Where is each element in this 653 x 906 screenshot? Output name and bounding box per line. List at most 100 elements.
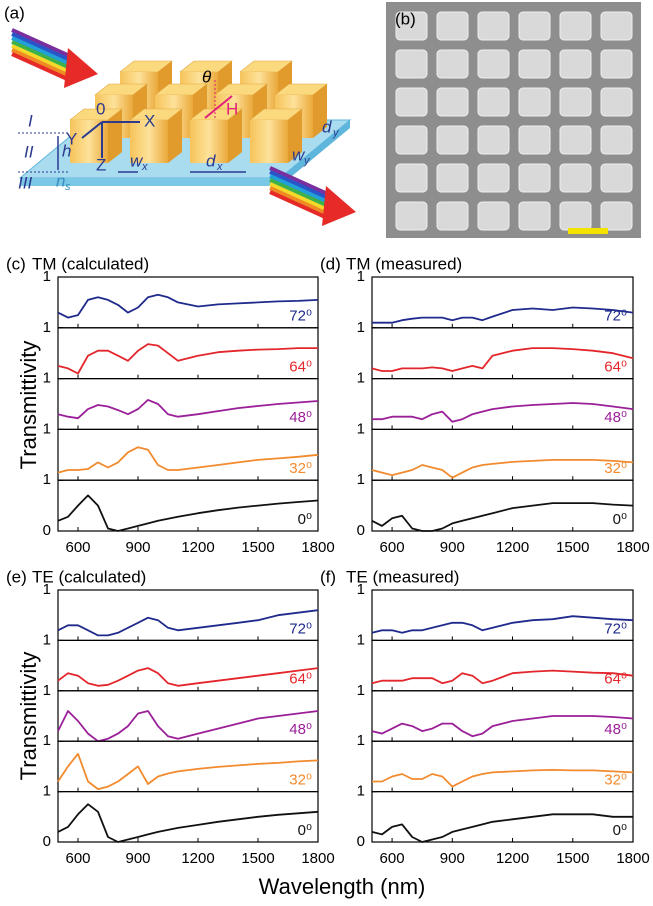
- y-tick-label: 1: [357, 581, 365, 598]
- panel-label: (d): [320, 254, 341, 273]
- pillar: [600, 163, 633, 193]
- pillar: [395, 201, 428, 231]
- pillar: [477, 87, 510, 117]
- series-label: 32⁰: [604, 460, 627, 477]
- z-axis-label: Z: [96, 155, 106, 174]
- chart-title: TM (calculated): [32, 254, 149, 273]
- subplot-frame: [371, 479, 634, 532]
- pillar: [395, 163, 428, 193]
- y-tick-label: 1: [357, 631, 365, 648]
- panel-label: (a): [4, 3, 25, 22]
- series-label: 0⁰: [298, 511, 312, 528]
- series-label: 0⁰: [613, 511, 627, 528]
- y-tick-label: 1: [43, 370, 51, 387]
- pillar: [559, 87, 592, 117]
- pillar: [436, 201, 469, 231]
- subplot-frame: [371, 740, 634, 793]
- y-tick-label: 1: [357, 732, 365, 749]
- subplot-frame: [371, 428, 634, 481]
- series-line: [57, 494, 319, 532]
- subplot-frame: [57, 428, 319, 481]
- pillar: [518, 201, 551, 231]
- substrate-label-sub: s: [65, 181, 71, 193]
- y-axis-arrow: [81, 121, 103, 139]
- x-tick-label: 900: [125, 539, 150, 556]
- panel-label: (f): [320, 567, 336, 586]
- subplot-frame: [57, 327, 319, 380]
- pillar: [518, 49, 551, 79]
- region-label: III: [18, 173, 32, 192]
- y-tick-label: 1: [43, 471, 51, 488]
- pillar: [436, 163, 469, 193]
- subplot-frame: [57, 790, 319, 843]
- y-tick-label: 0: [43, 522, 51, 539]
- pillar: [395, 49, 428, 79]
- series-line: [372, 769, 634, 788]
- x-tick-label: 900: [440, 850, 465, 867]
- pillar: [518, 125, 551, 155]
- series-label: 48⁰: [604, 721, 627, 738]
- series-line: [371, 715, 634, 738]
- series-line: [371, 615, 634, 634]
- y-tick-label: 1: [357, 682, 365, 699]
- transmitted-light: [268, 166, 358, 228]
- series-line: [57, 803, 319, 843]
- panel-label: (b): [395, 9, 416, 28]
- x-tick-label: 1200: [181, 850, 214, 867]
- series-label: 48⁰: [289, 721, 312, 738]
- y-tick-label: 1: [43, 420, 51, 437]
- x-tick-label: 600: [65, 539, 90, 556]
- series-label: 72⁰: [604, 620, 627, 637]
- series-label: 72⁰: [604, 308, 627, 325]
- subplot-frame: [371, 276, 634, 329]
- x-tick-label: 1800: [301, 539, 334, 556]
- x-axis-label: Wavelength (nm): [259, 874, 426, 899]
- pillar: [559, 49, 592, 79]
- series-label: 64⁰: [604, 671, 627, 688]
- x-tick-label: 600: [65, 850, 90, 867]
- pillar: [477, 11, 510, 41]
- x-axis-label: X: [144, 111, 155, 130]
- dx-label: d: [206, 151, 216, 170]
- subplot-frame: [57, 740, 319, 793]
- x-tick-label: 1800: [301, 850, 334, 867]
- subplot-frame: [57, 639, 319, 692]
- schematic: (a) θ H 0 X Y Z h I II III n s w x d x w…: [4, 3, 358, 228]
- series-label: 72⁰: [289, 620, 312, 637]
- x-tick-label: 1200: [496, 539, 529, 556]
- x-tick-label: 1500: [556, 539, 589, 556]
- x-tick-label: 1800: [616, 850, 649, 867]
- y-tick-label: 1: [357, 420, 365, 437]
- pillar: [600, 11, 633, 41]
- wx-label-sub: x: [141, 161, 148, 173]
- wy-label: w: [292, 145, 306, 164]
- pillar: [395, 125, 428, 155]
- height-label: h: [62, 141, 71, 160]
- series-line: [57, 446, 319, 474]
- y-tick-label: 1: [357, 370, 365, 387]
- substrate-label: n: [56, 171, 65, 190]
- x-tick-label: 600: [380, 850, 405, 867]
- series-line: [371, 459, 634, 479]
- pillar: [477, 201, 510, 231]
- region-label: I: [28, 111, 33, 130]
- subplot-frame: [57, 479, 319, 532]
- y-tick-label: 0: [357, 522, 365, 539]
- series-label: 0⁰: [613, 822, 627, 839]
- series-label: 32⁰: [289, 771, 312, 788]
- pillar: [436, 49, 469, 79]
- x-tick-label: 600: [380, 539, 405, 556]
- y-tick-label: 1: [43, 732, 51, 749]
- wy-label-sub: y: [303, 155, 311, 167]
- series-line: [371, 502, 634, 532]
- x-tick-label: 1200: [181, 539, 214, 556]
- pillar: [600, 201, 633, 231]
- series-label: 64⁰: [604, 358, 627, 375]
- series-line: [57, 710, 319, 743]
- field-arrow: [204, 95, 233, 119]
- pillar: [477, 125, 510, 155]
- series-line: [57, 343, 318, 375]
- y-tick-label: 1: [43, 682, 51, 699]
